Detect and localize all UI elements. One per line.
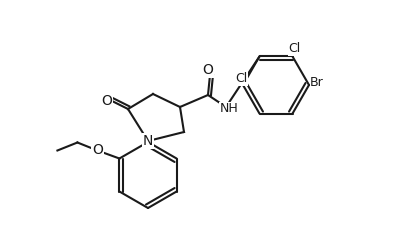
Text: Cl: Cl xyxy=(235,73,247,86)
Text: O: O xyxy=(92,144,103,157)
Text: Br: Br xyxy=(310,77,324,90)
Text: NH: NH xyxy=(220,102,238,115)
Text: N: N xyxy=(143,134,153,148)
Text: O: O xyxy=(202,63,214,77)
Text: O: O xyxy=(102,94,112,108)
Text: Cl: Cl xyxy=(288,42,301,55)
